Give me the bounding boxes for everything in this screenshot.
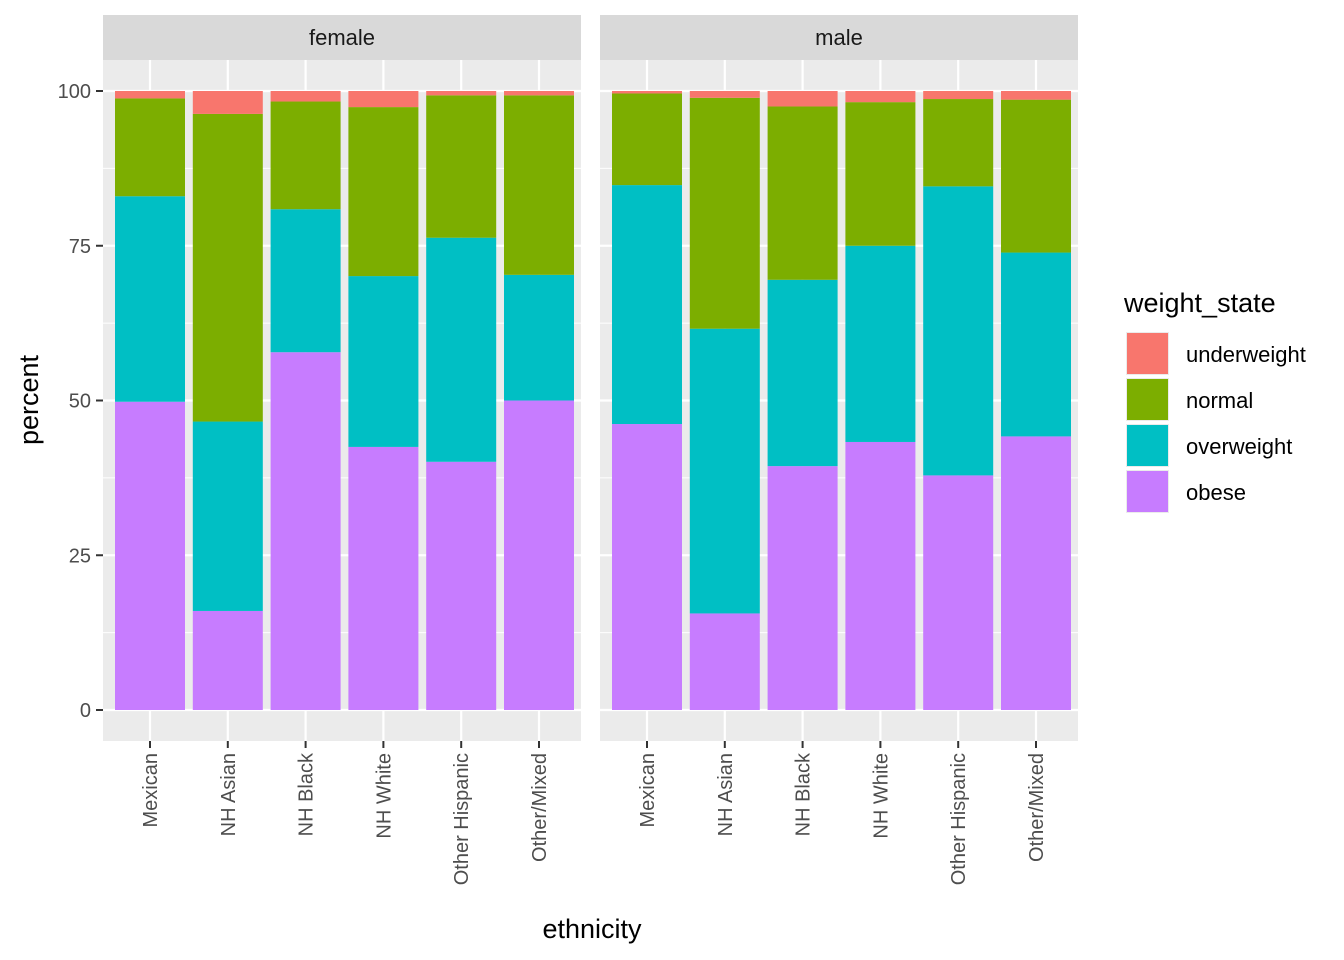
facet-strip-label: male [815, 25, 863, 50]
x-tick-label: NH White [373, 753, 395, 839]
bar-segment-overweight [192, 421, 263, 611]
bar-segment-overweight [845, 245, 916, 442]
bar-segment-overweight [504, 274, 574, 401]
bar-segment-underweight [115, 91, 185, 99]
legend-label: overweight [1186, 434, 1292, 459]
bar-segment-obese [115, 401, 185, 710]
x-tick-label: Mexican [140, 753, 162, 827]
legend-swatch [1127, 333, 1168, 374]
bar-segment-obese [612, 424, 682, 710]
bar-segment-underweight [1001, 91, 1071, 100]
bar-segment-overweight [426, 237, 497, 462]
x-tick-label: Other/Mixed [529, 753, 551, 862]
bar-segment-normal [1001, 99, 1071, 253]
bar-segment-normal [767, 106, 838, 280]
bar-segment-normal [426, 95, 497, 238]
x-tick-label: Other Hispanic [451, 753, 473, 885]
y-tick-label: 100 [58, 81, 91, 103]
legend-label: underweight [1186, 342, 1306, 367]
y-tick-label: 50 [69, 391, 91, 413]
bar-segment-normal [689, 97, 760, 329]
y-tick-label: 0 [80, 700, 91, 722]
bar-segment-overweight [270, 209, 341, 353]
legend-swatch [1127, 379, 1168, 420]
bar-segment-overweight [767, 279, 838, 467]
x-tick-label: Other Hispanic [948, 753, 970, 885]
legend: weight_state underweight normal overweight… [1123, 288, 1306, 513]
bar-segment-overweight [689, 328, 760, 614]
bar-segment-underweight [270, 91, 341, 102]
facet-strip-male [600, 15, 1078, 60]
x-tick-label: NH White [870, 753, 892, 839]
bar-segment-underweight [426, 91, 497, 96]
bar-segment-obese [504, 400, 574, 710]
legend-swatch [1127, 471, 1168, 512]
facet-strip-label: female [309, 25, 375, 50]
legend-title: weight_state [1123, 288, 1276, 318]
x-tick-label: Mexican [637, 753, 659, 827]
bar-segment-normal [845, 102, 916, 246]
bar-segment-obese [192, 610, 263, 710]
legend-swatch [1127, 425, 1168, 466]
bar-segment-normal [192, 113, 263, 422]
bar-segment-overweight [612, 185, 682, 425]
panels: female Mexican NH Asian NH Black NH White Oth… [103, 15, 1078, 885]
legend-item-overweight: overweight [1126, 424, 1292, 467]
y-axis: 0 25 50 75 100 [58, 81, 103, 722]
bar-segment-normal [270, 101, 341, 210]
y-axis-title: percent [14, 354, 44, 445]
bar-segment-obese [923, 475, 994, 710]
bar-segment-underweight [845, 91, 916, 103]
bar-segment-obese [845, 441, 916, 710]
bar-segment-obese [426, 461, 497, 710]
legend-item-normal: normal [1126, 378, 1253, 421]
bar-segment-underweight [504, 91, 574, 96]
x-axis-title: ethnicity [542, 914, 642, 944]
x-tick-label: NH Asian [715, 753, 737, 836]
x-tick-label: NH Asian [218, 753, 240, 836]
legend-label: normal [1186, 388, 1253, 413]
facet-panel-female: female Mexican NH Asian NH Black NH White Oth… [103, 15, 581, 885]
x-tick-label: NH Black [793, 752, 815, 836]
bar-segment-normal [504, 95, 574, 275]
facet-panel-male: male Mexican NH Asian NH Black NH White Other… [600, 15, 1078, 885]
bar-segment-obese [348, 446, 419, 710]
bar-segment-overweight [1001, 252, 1071, 437]
bar-segment-underweight [689, 91, 760, 98]
bar-segment-overweight [348, 276, 419, 447]
bar-segment-underweight [612, 91, 682, 94]
bar-segment-normal [115, 98, 185, 197]
bar-segment-normal [923, 99, 994, 187]
bar-segment-underweight [348, 91, 419, 108]
facet-strip-female [103, 15, 581, 60]
x-tick-label: NH Black [296, 752, 318, 836]
bar-segment-underweight [192, 91, 263, 114]
bar-segment-obese [767, 466, 838, 710]
legend-item-underweight: underweight [1126, 332, 1306, 375]
bar-segment-overweight [115, 196, 185, 402]
bar-segment-normal [612, 93, 682, 186]
bar-segment-underweight [767, 91, 838, 107]
bar-segment-normal [348, 107, 419, 277]
x-tick-label: Other/Mixed [1026, 753, 1048, 862]
bar-segment-obese [270, 352, 341, 710]
bar-segment-underweight [923, 91, 994, 100]
y-tick-label: 75 [69, 236, 91, 258]
bar-segment-obese [1001, 436, 1071, 710]
y-tick-label: 25 [69, 545, 91, 567]
bar-segment-obese [689, 613, 760, 710]
bar-segment-overweight [923, 186, 994, 476]
legend-label: obese [1186, 480, 1246, 505]
legend-item-obese: obese [1126, 470, 1246, 513]
